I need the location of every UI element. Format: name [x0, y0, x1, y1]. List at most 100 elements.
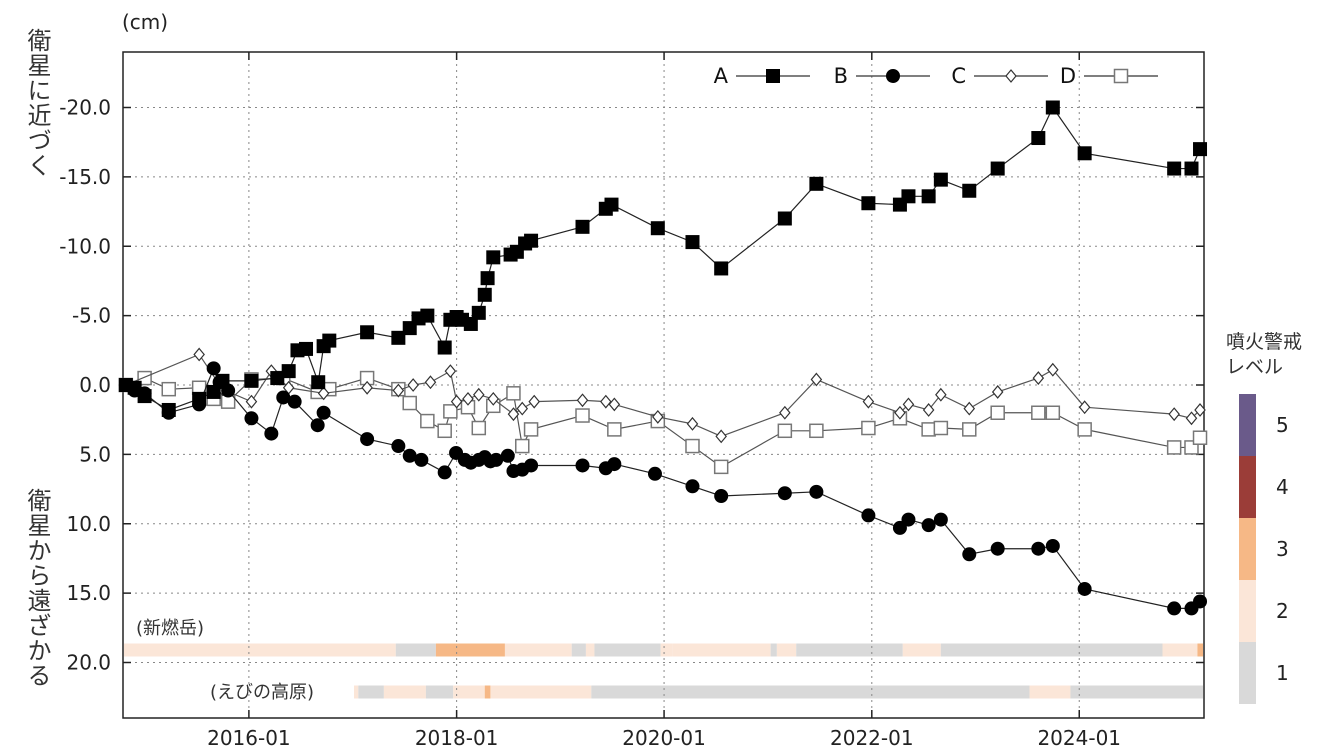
- y-tick-label: 10.0: [66, 512, 111, 536]
- legend: A B C D: [714, 64, 1158, 88]
- x-tick-label: 2022-01: [830, 726, 914, 750]
- data-point: [437, 423, 452, 439]
- data-point: [779, 405, 791, 420]
- data-point: [777, 423, 793, 439]
- data-point: [990, 161, 1005, 176]
- data-point: [962, 547, 977, 562]
- data-point: [935, 387, 947, 402]
- data-point: [1031, 131, 1046, 146]
- alert-segment: [484, 685, 491, 699]
- data-point: [471, 305, 486, 320]
- legend-label: D: [1060, 64, 1076, 88]
- alert-segment: [504, 643, 572, 657]
- data-point: [990, 405, 1005, 420]
- legend-marker: [1113, 68, 1129, 84]
- y-axis-label-recede: 衛星から遠ざかる: [23, 488, 51, 688]
- data-point: [443, 404, 458, 419]
- data-point: [1045, 405, 1061, 420]
- alert-bar-label: (新燃岳): [136, 618, 204, 639]
- alert-bar-2: (えびの高原): [204, 682, 1203, 706]
- y-tick-label: -20.0: [59, 96, 111, 120]
- data-point: [506, 386, 521, 401]
- data-point: [1166, 440, 1182, 455]
- legend-label: A: [714, 64, 729, 88]
- alert-level-legend-title: 噴火警戒 レベル: [1226, 330, 1336, 380]
- data-point: [500, 448, 515, 463]
- alert-segment: [776, 643, 797, 657]
- x-tick-label: 2016-01: [207, 726, 291, 750]
- alert-bar-label: (えびの高原): [210, 682, 314, 703]
- data-point: [392, 383, 405, 398]
- data-point: [685, 438, 700, 454]
- series-line: [125, 366, 1201, 609]
- data-point: [862, 394, 875, 409]
- data-point: [990, 541, 1005, 556]
- data-point: [486, 250, 501, 265]
- data-point: [463, 316, 478, 331]
- alert-segment: [585, 643, 595, 657]
- data-point: [487, 391, 500, 406]
- unit-label: (cm): [122, 10, 169, 34]
- alert-level-swatch: [1239, 394, 1256, 456]
- alert-segment: [490, 685, 592, 699]
- data-point: [524, 458, 539, 473]
- data-point: [471, 420, 487, 436]
- series-C: [120, 347, 1206, 444]
- data-point: [528, 394, 540, 409]
- data-point: [507, 407, 520, 422]
- alert-segment: [571, 643, 586, 657]
- data-point: [244, 373, 259, 388]
- alert-level-swatch: [1239, 580, 1256, 642]
- x-tick-label: 2024-01: [1037, 726, 1121, 750]
- data-point: [608, 397, 621, 412]
- data-point: [777, 211, 792, 226]
- data-point: [607, 457, 622, 472]
- data-point: [861, 420, 876, 436]
- legend-marker: [766, 69, 780, 83]
- alert-level-title-line1: 噴火警戒: [1226, 331, 1303, 353]
- alert-segment: [594, 643, 661, 657]
- data-point: [444, 364, 457, 379]
- data-point: [810, 372, 823, 387]
- data-point: [437, 465, 452, 480]
- data-point: [714, 489, 729, 503]
- data-point: [1185, 411, 1198, 426]
- data-point: [809, 423, 824, 439]
- alert-level-legend: 5 4 3 2 1: [1239, 394, 1289, 704]
- data-point: [962, 422, 977, 437]
- series-line: [125, 353, 1201, 437]
- alert-segment: [1162, 643, 1198, 657]
- data-point: [576, 393, 589, 408]
- data-point: [1168, 407, 1180, 422]
- data-point: [316, 405, 331, 420]
- y-tick-label: -5.0: [72, 304, 111, 328]
- alert-segment: [453, 685, 485, 699]
- data-point: [310, 418, 325, 433]
- data-point: [437, 340, 452, 355]
- alert-level-swatch: [1239, 456, 1256, 518]
- data-point: [424, 375, 437, 390]
- data-point: [1192, 430, 1208, 445]
- series-D: [118, 370, 1208, 475]
- alert-segment: [1070, 685, 1203, 699]
- data-point: [317, 386, 330, 401]
- data-point: [921, 422, 936, 437]
- data-point: [652, 409, 664, 424]
- alert-segment: [1029, 685, 1071, 699]
- alert-level-swatch: [1239, 518, 1256, 580]
- data-point: [402, 395, 417, 411]
- data-point: [516, 401, 529, 416]
- alert-segment: [660, 643, 673, 657]
- data-point: [420, 413, 435, 429]
- data-point: [933, 512, 948, 527]
- data-point: [713, 459, 729, 475]
- alert-segment: [383, 685, 426, 699]
- alert-bar-label-bg: [204, 684, 354, 706]
- alert-level-number: 2: [1276, 599, 1289, 623]
- alert-segment: [425, 685, 454, 699]
- data-point: [245, 394, 258, 409]
- data-point: [921, 518, 936, 533]
- data-point: [414, 452, 429, 467]
- data-point: [264, 426, 279, 441]
- data-point: [861, 196, 876, 211]
